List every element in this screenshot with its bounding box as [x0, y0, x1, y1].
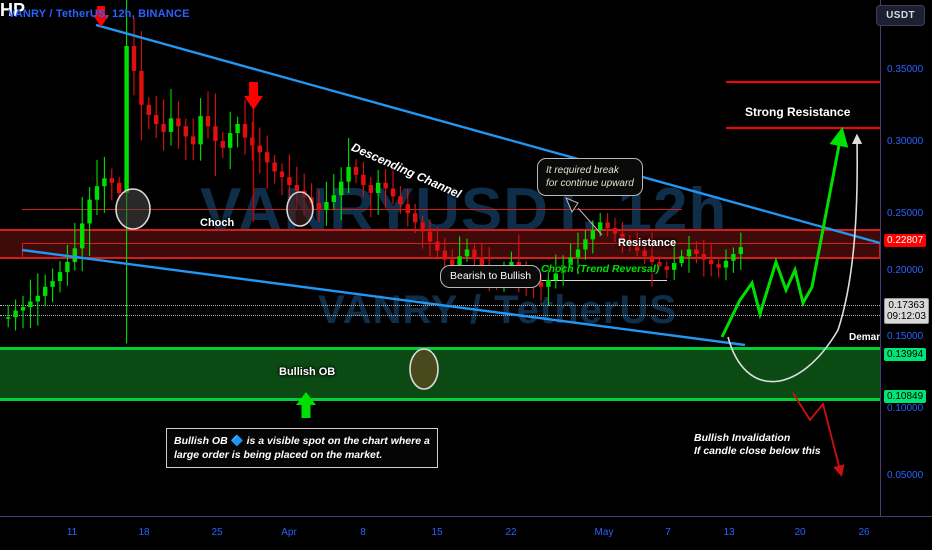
candle-body	[124, 46, 129, 193]
candle-body	[265, 152, 270, 163]
candle-body	[168, 118, 174, 132]
price-tick-label: 0.05000	[887, 470, 924, 481]
strong-resistance-line-upper	[726, 81, 886, 83]
candle-body	[146, 104, 151, 115]
candle-body	[161, 124, 166, 132]
crosshair-price-value: 0.17363	[888, 300, 925, 311]
time-tick-label: 15	[431, 527, 443, 538]
candle-body	[117, 182, 122, 193]
candle-body	[250, 137, 255, 146]
candle-body	[65, 261, 70, 273]
candle-body	[87, 199, 92, 224]
candle-body	[109, 178, 114, 183]
candle-body	[191, 136, 196, 145]
candle-body	[43, 286, 48, 296]
candle-body	[353, 166, 359, 175]
candle-body	[50, 281, 55, 287]
symbol-title[interactable]: VANRY / TetherUS, 12h, BINANCE	[8, 8, 190, 20]
time-axis[interactable]: 11 18 25 Apr 8 15 22 May 7 13 20 26	[0, 516, 932, 550]
candle-body	[272, 162, 277, 172]
candle-body	[13, 310, 18, 318]
note-text-post: is a visible spot on the chart where a	[243, 435, 430, 447]
candle-body	[546, 280, 551, 287]
candle-body	[213, 126, 218, 141]
time-tick-label: 11	[66, 527, 78, 538]
candle-body	[154, 114, 159, 124]
candle-body	[664, 266, 669, 270]
candle-body	[672, 263, 677, 270]
price-tick-label: 0.20000	[887, 265, 924, 276]
bullish-ob-note-box: Bullish OB 🔷 is a visible spot on the ch…	[166, 428, 438, 468]
upper-green-level-badge: 0.13994	[884, 348, 927, 361]
label-bullish-invalidation: Bullish Invalidation If candle close bel…	[694, 432, 821, 457]
white-curved-projection-arrow	[727, 133, 863, 383]
price-tick-label: 0.10000	[887, 403, 924, 414]
time-tick-label: May	[594, 527, 614, 538]
order-block-pin-icon: 🔷	[230, 435, 244, 447]
price-tick-label: 0.15000	[887, 331, 924, 342]
choch-level-line	[22, 209, 682, 210]
callout-required-break: It required break for continue upward	[537, 158, 643, 196]
note-text-line2: large order is being placed on the marke…	[174, 449, 383, 461]
candle-body	[183, 126, 188, 137]
candle-body	[94, 186, 100, 200]
candle-body	[716, 264, 721, 268]
time-tick-label: 26	[858, 527, 870, 538]
choch-reversal-line	[539, 280, 667, 281]
label-choch: Choch	[200, 217, 235, 229]
candle-body	[723, 260, 729, 268]
price-tick-label: 0.25000	[887, 208, 924, 219]
price-tick-label: 0.30000	[887, 136, 924, 147]
label-choch-trend-reversal: Choch (Trend Reversal)	[541, 263, 660, 275]
demand-zone	[0, 347, 880, 401]
time-tick-label: 25	[211, 527, 223, 538]
label-strong-resistance: Strong Resistance	[745, 105, 851, 119]
candle-body	[102, 178, 107, 187]
candle-body	[20, 307, 26, 311]
candle-body	[220, 140, 225, 148]
last-price-badge: 0.22807	[884, 234, 927, 247]
note-text-pre: Bullish OB	[174, 435, 231, 447]
crosshair-time-value: 09:12:03	[887, 311, 926, 322]
time-tick-label: 13	[723, 527, 735, 538]
label-resistance: Resistance	[618, 237, 677, 249]
time-tick-label: Apr	[281, 527, 297, 538]
crosshair-dotted-line-upper	[0, 305, 880, 306]
crosshair-dotted-line-lower	[0, 315, 880, 316]
candle-body	[131, 46, 137, 71]
candle-body	[198, 116, 203, 145]
author-watermark: HP	[0, 0, 26, 20]
chart-watermark-pair: VANRY / TetherUS	[318, 288, 678, 332]
time-tick-label: 22	[505, 527, 517, 538]
candle-body	[176, 118, 181, 127]
label-demand: Demand	[849, 332, 889, 343]
candle-body	[139, 70, 144, 105]
time-tick-label: 7	[665, 527, 671, 538]
candle-body	[257, 145, 262, 153]
strong-resistance-line	[726, 127, 886, 129]
label-bullish-ob: Bullish OB	[279, 366, 336, 378]
time-tick-label: 18	[138, 527, 150, 538]
candle-body	[6, 317, 11, 319]
resistance-inner-box	[22, 243, 880, 259]
crosshair-price-badge: 0.17363 09:12:03	[884, 298, 929, 324]
lower-green-level-badge: 0.10849	[884, 390, 927, 403]
time-tick-label: 8	[360, 527, 366, 538]
callout-bearish-to-bullish: Bearish to Bullish	[440, 265, 542, 288]
price-tick-label: 0.35000	[887, 64, 924, 75]
candle-body	[228, 133, 233, 148]
candle-body	[35, 295, 40, 302]
price-axis[interactable]: USDT 0.35000 0.30000 0.25000 0.20000 0.15000…	[876, 0, 932, 550]
candle-body	[242, 124, 248, 138]
quote-currency-button[interactable]: USDT	[876, 5, 925, 26]
candle-body	[57, 272, 63, 282]
candle-body	[709, 259, 714, 265]
candle-body	[235, 124, 240, 134]
time-tick-label: 20	[794, 527, 806, 538]
candle-body	[205, 116, 211, 127]
